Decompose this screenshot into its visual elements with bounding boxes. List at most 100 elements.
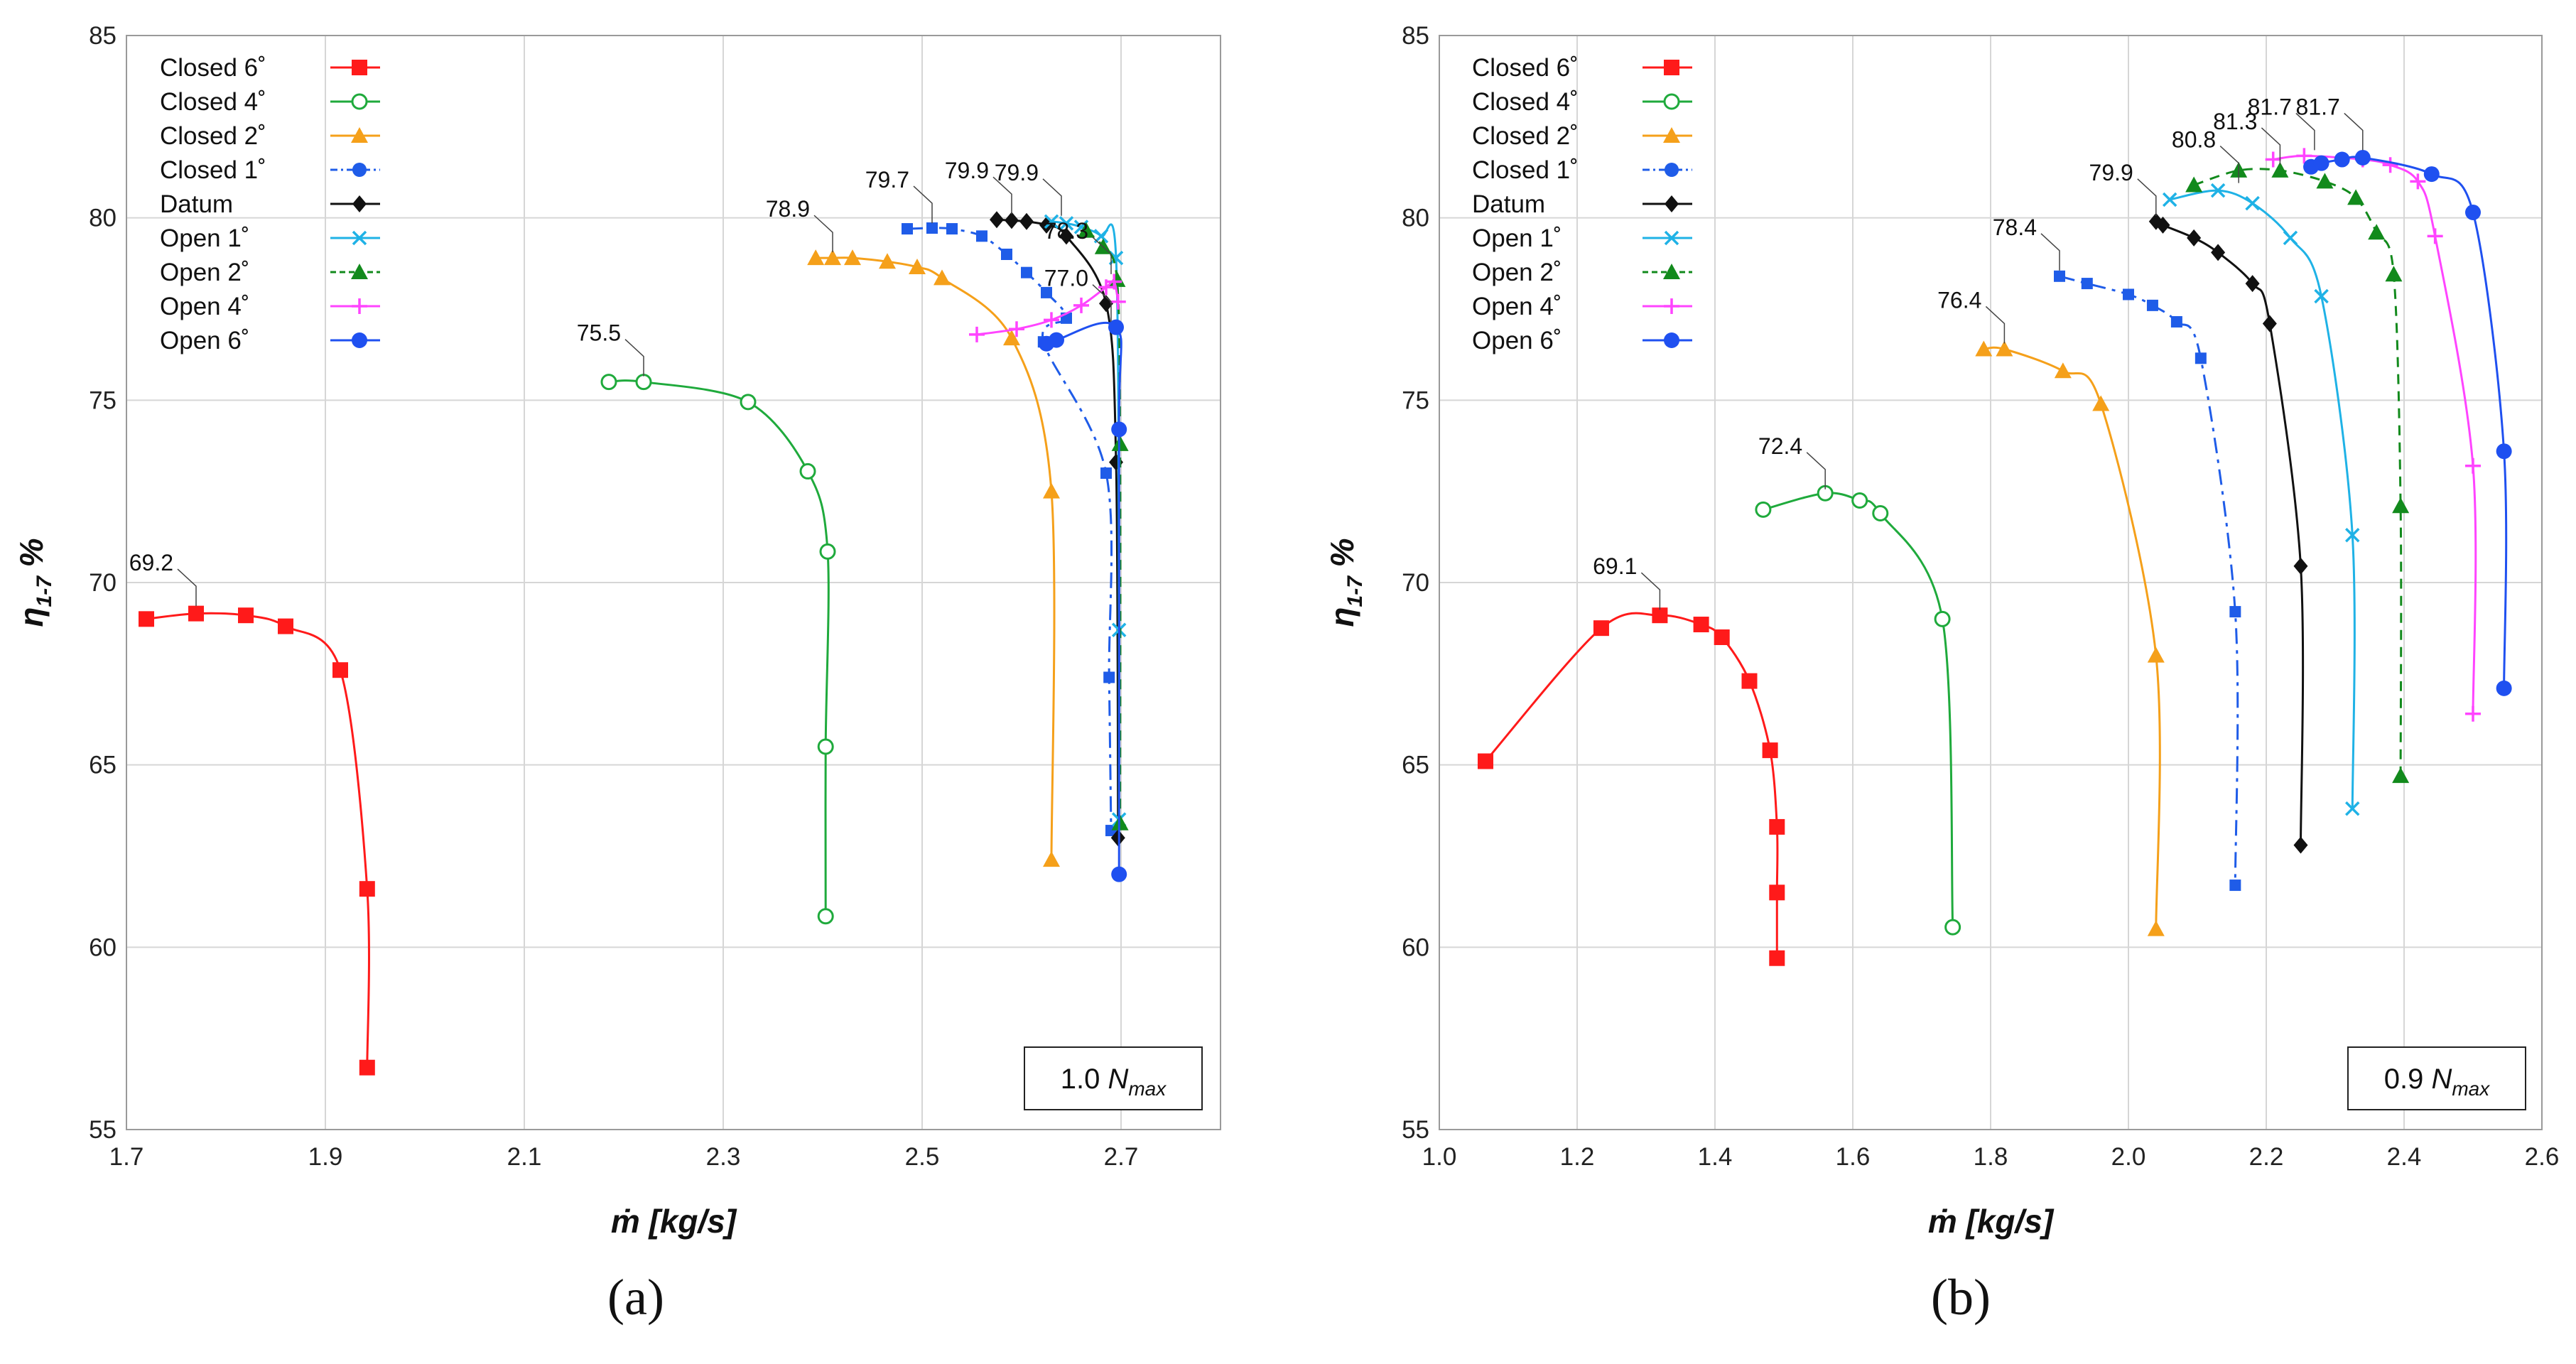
leader-line	[2137, 178, 2157, 216]
data-point	[2382, 157, 2398, 173]
peak-label: 79.9	[995, 160, 1039, 185]
x-tick-label: 2.5	[905, 1143, 940, 1171]
data-point	[844, 249, 861, 266]
x-axis-symbol: ṁ	[1928, 1203, 1966, 1240]
data-point	[824, 249, 841, 266]
data-point	[2293, 557, 2308, 575]
plot-frame	[126, 35, 1221, 1130]
data-point	[1769, 818, 1785, 835]
data-point	[2496, 443, 2512, 460]
legend: Closed 6˚ Closed 4˚ Closed 2˚ Closed 1˚ Datu…	[160, 54, 380, 354]
speed-box-frame	[2347, 1046, 2526, 1110]
data-point	[1044, 214, 1059, 229]
x-tick-label: 2.6	[2525, 1143, 2560, 1171]
peak-label: 75.5	[577, 320, 621, 346]
data-point	[1059, 216, 1074, 231]
data-point	[2354, 149, 2371, 166]
leader-line	[1092, 237, 1112, 274]
legend-marker	[352, 298, 367, 314]
y-tick-label: 80	[89, 205, 117, 232]
legend-marker	[351, 93, 368, 110]
y-tick-label: 60	[89, 933, 117, 961]
panel-label: (b)	[1931, 1269, 1991, 1326]
series-open-4-	[969, 274, 1126, 342]
data-point	[2123, 288, 2134, 301]
data-point	[2187, 229, 2202, 247]
series-closed-6-	[139, 605, 375, 1076]
speed-subscript: max	[2452, 1078, 2490, 1100]
peak-annotation: 78.4	[1993, 215, 2060, 271]
data-point	[359, 881, 375, 897]
series-closed-4-	[600, 374, 836, 925]
y-axis-unit: %	[1324, 538, 1360, 576]
peak-label: 81.7	[2248, 94, 2292, 119]
peak-annotation: 69.2	[129, 550, 197, 607]
legend-marker	[352, 230, 367, 246]
data-point	[332, 662, 348, 678]
leader-line	[177, 568, 197, 607]
data-point	[2293, 836, 2308, 854]
y-axis-unit: %	[13, 538, 50, 576]
data-point	[976, 230, 987, 242]
legend-label: Open 1˚	[1472, 224, 1562, 252]
leader-line	[1806, 452, 1826, 489]
peak-label: 77.0	[1044, 266, 1088, 291]
data-point	[2392, 497, 2410, 514]
data-point	[1073, 297, 1089, 313]
series-closed-6-	[1477, 607, 1785, 966]
y-tick-label: 80	[1402, 205, 1429, 232]
data-point	[2147, 646, 2165, 663]
legend-marker	[1663, 127, 1680, 143]
data-point	[2345, 528, 2360, 543]
legend-marker	[352, 163, 367, 177]
data-point	[2271, 161, 2289, 178]
series-line	[2059, 275, 2239, 886]
data-point	[2054, 270, 2065, 282]
legend-label: Open 6˚	[1472, 327, 1562, 354]
leader-line	[1985, 305, 2006, 344]
speed-box-frame	[1024, 1046, 1203, 1110]
legend-label: Closed 6˚	[1472, 54, 1579, 82]
leader-line	[2261, 127, 2281, 165]
data-point	[817, 738, 834, 755]
peak-annotation: 78.3	[1044, 218, 1112, 274]
legend-marker	[1664, 230, 1679, 246]
x-tick-label: 2.2	[2249, 1143, 2284, 1171]
legend-label: Closed 1˚	[1472, 156, 1579, 184]
leader-line	[2295, 112, 2315, 151]
peak-label: 79.7	[865, 167, 909, 193]
data-point	[2313, 155, 2329, 171]
peak-annotation: 79.9	[2089, 160, 2157, 216]
legend-label: Closed 1˚	[160, 156, 266, 184]
data-point	[1093, 229, 1109, 244]
y-tick-label: 60	[1402, 933, 1429, 961]
data-point	[139, 611, 154, 627]
data-point	[1059, 227, 1073, 245]
legend: Closed 6˚ Closed 4˚ Closed 2˚ Closed 1˚ Datu…	[1472, 54, 1692, 354]
data-point	[807, 249, 825, 266]
data-point	[2465, 204, 2481, 220]
data-point	[2195, 352, 2207, 364]
data-point	[1934, 610, 1951, 627]
leader-line	[1042, 178, 1062, 216]
data-point	[1021, 266, 1032, 278]
x-tick-label: 1.0	[1422, 1143, 1457, 1171]
data-point	[1652, 607, 1668, 624]
data-point	[2410, 173, 2426, 190]
x-tick-label: 2.0	[2111, 1143, 2146, 1171]
legend-label: Closed 2˚	[160, 122, 266, 150]
peak-annotation: 79.9	[995, 160, 1062, 216]
peak-label: 69.2	[129, 550, 173, 575]
data-point	[2392, 767, 2410, 784]
peak-label: 78.9	[766, 196, 810, 222]
data-point	[2146, 299, 2158, 311]
legend-label: Open 4˚	[1472, 293, 1562, 320]
legend-marker	[351, 127, 368, 143]
data-point	[238, 607, 254, 624]
data-point	[1111, 421, 1127, 438]
chart-panel-a: 1.7 1.9 2.1 2.3 2.5 2.7 55 60 65 70 75 80 85 69.2 75.5…	[13, 22, 1221, 1326]
legend-marker	[1665, 163, 1679, 177]
data-point	[909, 258, 926, 274]
leader-line	[813, 215, 833, 253]
legend-marker	[1663, 93, 1680, 110]
